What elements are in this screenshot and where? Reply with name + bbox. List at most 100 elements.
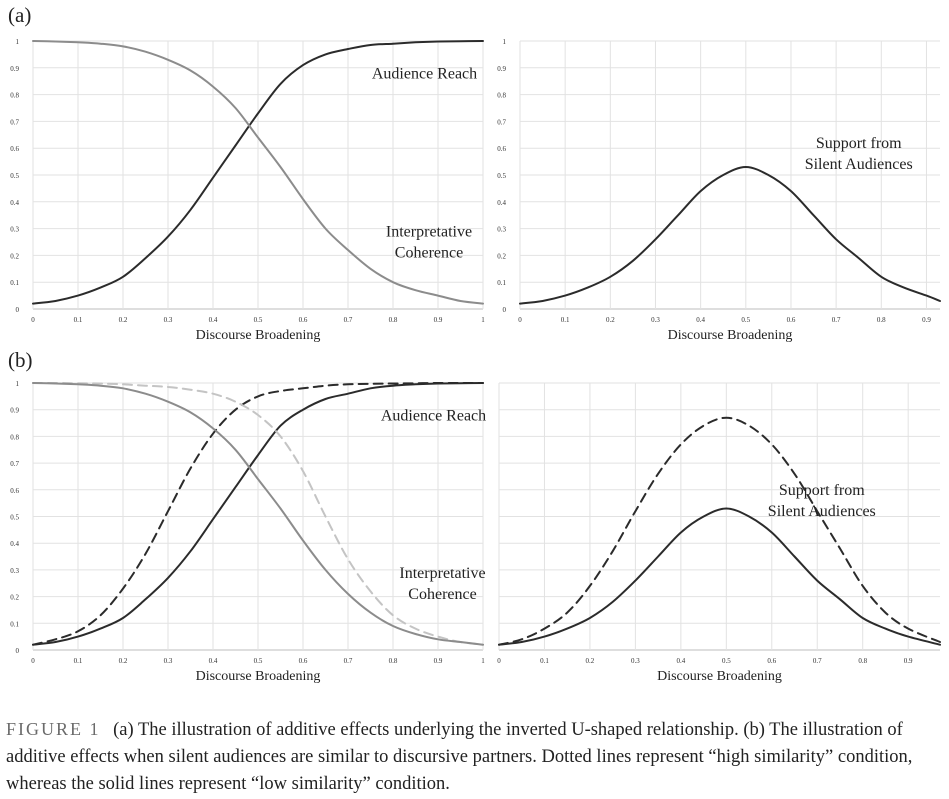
- y-tick-label: 0.3: [497, 226, 506, 234]
- y-tick-label: 0.4: [10, 199, 19, 207]
- figure-1: (a) (b) 0 0.1 0.2 0.3 0.4 0.5 0.6 0.7 0.8 0.9 1 0 0.…: [8, 3, 941, 684]
- annotation-label: Interpretative: [386, 224, 472, 241]
- y-tick-label: 0.9: [10, 407, 19, 415]
- annotation-label: Silent Audiences: [805, 156, 913, 173]
- x-tick-label: 0.5: [254, 316, 263, 324]
- y-tick-label: 0: [16, 647, 20, 655]
- annotation-label: Interpretative: [399, 565, 485, 582]
- x-tick-label: 0.7: [344, 316, 353, 324]
- chart-b-right: 0 0.1 0.2 0.3 0.4 0.5 0.6 0.7 0.8 0.9 Discourse Br…: [497, 382, 941, 684]
- x-tick-label: 0.9: [922, 316, 931, 324]
- y-tick-label: 0.2: [497, 252, 506, 260]
- x-tick-label: 0.1: [540, 657, 549, 665]
- x-tick-label: 0: [518, 316, 522, 324]
- x-tick-label: 0.5: [741, 316, 750, 324]
- y-tick-label: 0.8: [10, 92, 19, 100]
- x-tick-label: 0.2: [606, 316, 615, 324]
- x-tick-label: 0.5: [722, 657, 731, 665]
- y-tick-label: 0.4: [10, 540, 19, 548]
- x-tick-label: 0.7: [813, 657, 822, 665]
- chart-a-right: 0 0.1 0.2 0.3 0.4 0.5 0.6 0.7 0.8 0.9 1 0 0.1 0.2 0.3 0…: [497, 38, 941, 343]
- y-tick-label: 0.9: [10, 65, 19, 73]
- y-tick-label: 0.3: [10, 567, 19, 575]
- x-tick-label: 0.4: [209, 657, 218, 665]
- x-tick-label: 0.8: [877, 316, 886, 324]
- x-tick-label: 0.6: [787, 316, 796, 324]
- annotation-label: Coherence: [395, 245, 463, 262]
- x-tick-label: 0.8: [389, 657, 398, 665]
- x-tick-label: 1: [481, 316, 485, 324]
- x-tick-label: 0.7: [344, 657, 353, 665]
- y-tick-label: 0.1: [497, 279, 506, 287]
- y-tick-label: 0.4: [497, 199, 506, 207]
- y-tick-label: 1: [16, 38, 20, 46]
- y-tick-label: 0.8: [10, 433, 19, 441]
- x-tick-label: 0: [31, 316, 35, 324]
- y-tick-label: 0.7: [10, 118, 19, 126]
- panel-label-a: (a): [8, 3, 31, 27]
- annotation-label: Support from: [779, 482, 865, 499]
- y-tick-label: 0.1: [10, 279, 19, 287]
- y-tick-label: 0.3: [10, 226, 19, 234]
- x-tick-label: 0.8: [858, 657, 867, 665]
- panel-label-b: (b): [8, 348, 33, 372]
- x-tick-label: 0.9: [904, 657, 913, 665]
- series-line-audience_reach: [32, 40, 484, 305]
- x-tick-label: 0: [31, 657, 35, 665]
- y-tick-label: 0.7: [497, 118, 506, 126]
- series-line-coherence_high: [32, 382, 484, 646]
- caption-text: (a) The illustration of additive effects…: [6, 720, 913, 794]
- caption-label: FIGURE 1: [6, 719, 101, 739]
- x-tick-label: 0.3: [164, 657, 173, 665]
- y-tick-label: 0.6: [10, 145, 19, 153]
- y-tick-label: 0.2: [10, 594, 19, 602]
- x-tick-label: 0.1: [74, 657, 83, 665]
- x-tick-label: 0.3: [164, 316, 173, 324]
- series-line-support_high: [498, 416, 941, 646]
- x-tick-label: 0.2: [586, 657, 595, 665]
- y-tick-label: 0: [503, 306, 507, 314]
- x-tick-label: 0.1: [561, 316, 570, 324]
- x-tick-label: 0.2: [119, 657, 128, 665]
- series-line-interpretative_coherence: [32, 40, 484, 305]
- y-tick-label: 0.7: [10, 460, 19, 468]
- series-line-support_low: [498, 507, 941, 646]
- y-tick-label: 0.5: [10, 514, 19, 522]
- x-tick-label: 1: [481, 657, 485, 665]
- annotation-label: Support from: [816, 135, 902, 152]
- x-tick-label: 0.6: [767, 657, 776, 665]
- x-tick-label: 0.1: [74, 316, 83, 324]
- y-tick-label: 0.6: [10, 487, 19, 495]
- x-axis-title: Discourse Broadening: [657, 669, 782, 684]
- annotation-label: Audience Reach: [372, 66, 477, 83]
- x-tick-label: 0.4: [696, 316, 705, 324]
- y-tick-label: 1: [16, 380, 20, 388]
- x-axis-title: Discourse Broadening: [668, 328, 793, 343]
- y-tick-label: 0.5: [497, 172, 506, 180]
- annotation-label: Coherence: [408, 586, 476, 603]
- series-line-audience_reach_high: [32, 382, 484, 646]
- x-tick-label: 0.2: [119, 316, 128, 324]
- x-tick-label: 0: [497, 657, 501, 665]
- x-tick-label: 0.6: [299, 316, 308, 324]
- figure-caption: FIGURE 1 (a) The illustration of additiv…: [6, 716, 941, 798]
- x-tick-label: 0.3: [651, 316, 660, 324]
- series-line-support: [519, 165, 941, 305]
- y-tick-label: 0.6: [497, 145, 506, 153]
- series-line-audience_reach_low: [32, 382, 484, 646]
- x-tick-label: 0.9: [434, 316, 443, 324]
- y-tick-label: 0.2: [10, 252, 19, 260]
- x-tick-label: 0.4: [676, 657, 685, 665]
- y-tick-label: 0.1: [10, 620, 19, 628]
- x-tick-label: 0.4: [209, 316, 218, 324]
- annotation-label: Silent Audiences: [768, 503, 876, 520]
- x-tick-label: 0.3: [631, 657, 640, 665]
- series-line-coherence_low: [32, 382, 484, 646]
- x-tick-label: 0.7: [832, 316, 841, 324]
- x-axis-title: Discourse Broadening: [196, 669, 321, 684]
- y-tick-label: 0.8: [497, 92, 506, 100]
- y-tick-label: 0.9: [497, 65, 506, 73]
- x-tick-label: 0.8: [389, 316, 398, 324]
- x-tick-label: 0.6: [299, 657, 308, 665]
- chart-a-left: 0 0.1 0.2 0.3 0.4 0.5 0.6 0.7 0.8 0.9 1 0 0.1 0.2 0.3 0…: [10, 38, 485, 343]
